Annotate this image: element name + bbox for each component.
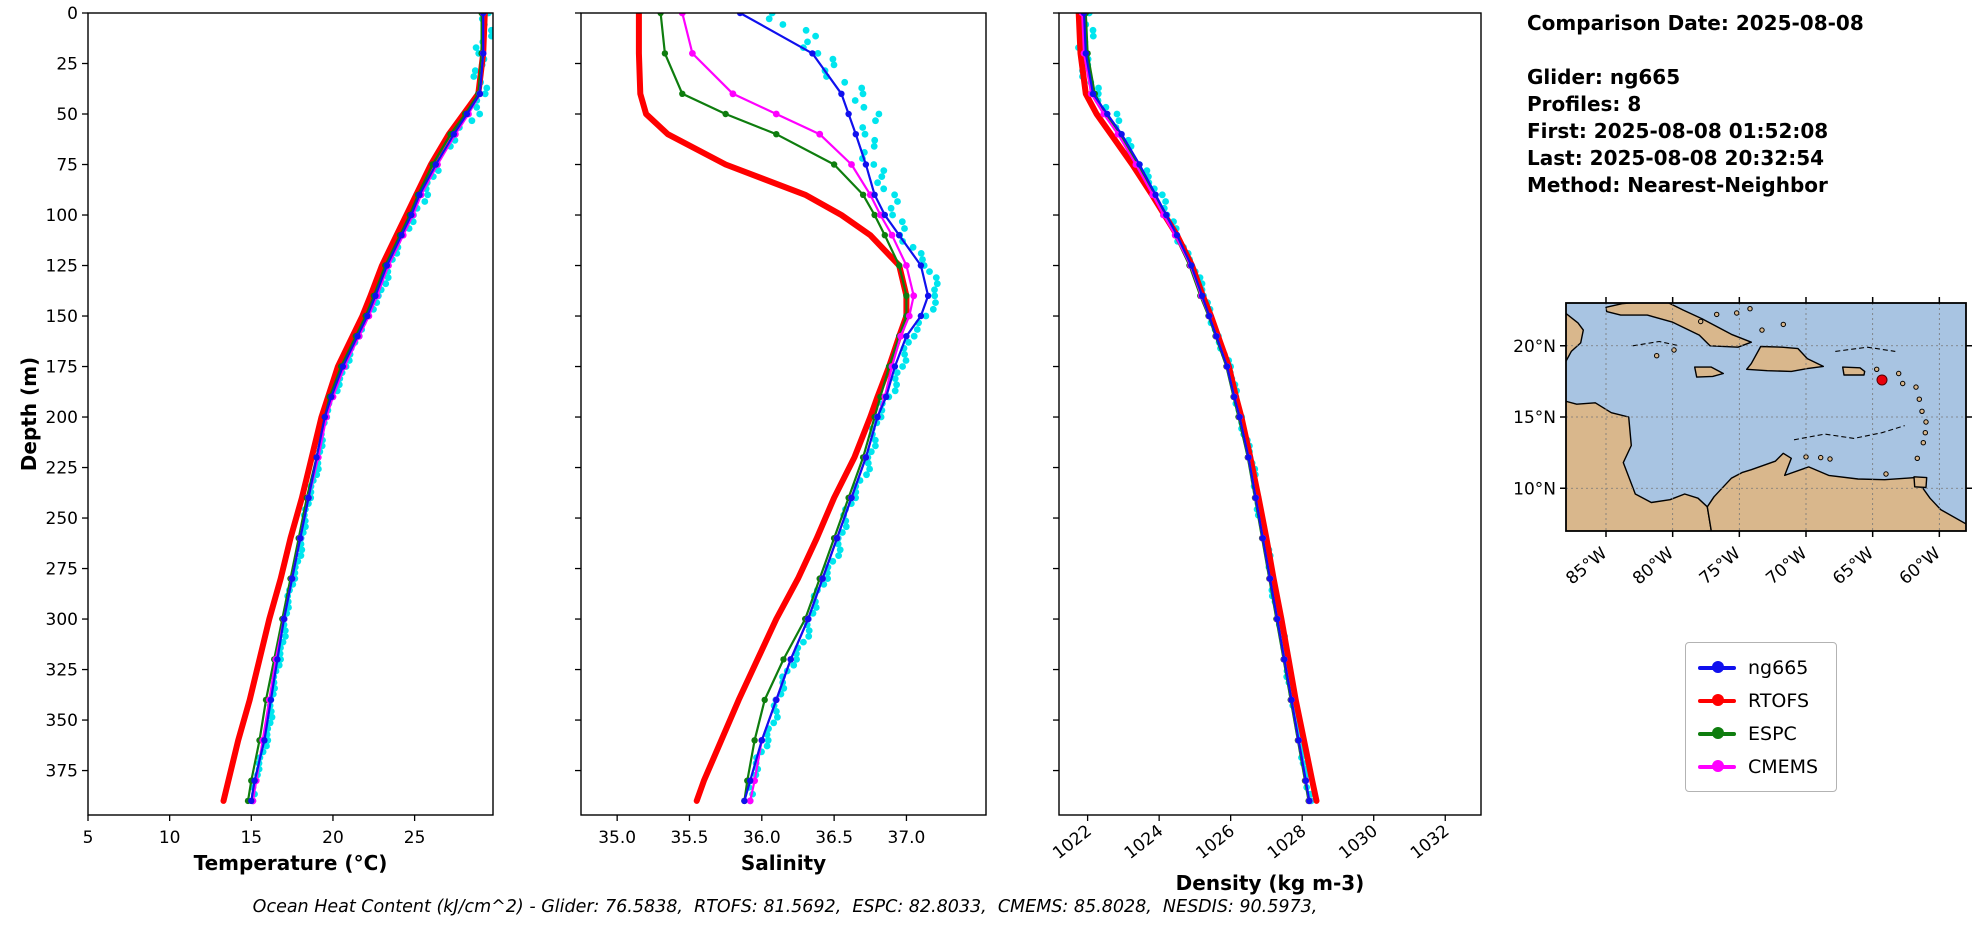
legend-marker-cmems: [1698, 760, 1736, 772]
svg-text:1022: 1022: [1049, 821, 1095, 863]
svg-text:20: 20: [322, 828, 344, 848]
info-panel: Comparison Date: 2025-08-08 Glider: ng66…: [1527, 10, 1864, 199]
svg-text:175: 175: [46, 358, 78, 378]
legend-marker-ng665: [1698, 661, 1736, 673]
legend-item-rtofs: RTOFS: [1698, 684, 1818, 717]
profiles-count: Profiles: 8: [1527, 92, 1642, 116]
svg-text:Temperature (°C): Temperature (°C): [194, 851, 388, 875]
svg-text:36.5: 36.5: [815, 828, 853, 848]
comparison-date: Comparison Date: 2025-08-08: [1527, 11, 1864, 35]
chart-legend: ng665 RTOFS ESPC CMEMS: [1685, 642, 1838, 792]
svg-text:225: 225: [46, 459, 78, 479]
svg-text:80°W: 80°W: [1629, 543, 1678, 589]
svg-text:1030: 1030: [1335, 821, 1381, 863]
svg-text:300: 300: [46, 610, 78, 630]
legend-label: ng665: [1748, 656, 1809, 679]
svg-text:85°W: 85°W: [1562, 543, 1611, 589]
svg-text:325: 325: [46, 661, 78, 681]
salinity-plot-svg: 35.0 35.5 36.0 36.5 37.0 Salinity: [575, 12, 987, 875]
svg-text:150: 150: [46, 307, 78, 327]
legend-item-ng665: ng665: [1698, 651, 1818, 684]
density-profile-chart: 1022 1024 1026 1028 1030 1032 Density (kg m-3): [1000, 0, 1488, 900]
legend-marker-rtofs: [1698, 694, 1736, 706]
svg-text:70°W: 70°W: [1762, 543, 1811, 589]
svg-text:125: 125: [46, 257, 78, 277]
temperature-profile-chart: 5 10 15 20 25 0 25 50 75 100 125 150 175 200 225 250 275…: [17, 0, 500, 900]
svg-text:75: 75: [56, 156, 78, 176]
svg-text:375: 375: [46, 762, 78, 782]
svg-text:250: 250: [46, 509, 78, 529]
ocean-heat-content-footer: Ocean Heat Content (kJ/cm^2) - Glider: 7…: [252, 897, 1318, 917]
svg-text:75°W: 75°W: [1696, 543, 1745, 589]
svg-text:10°N: 10°N: [1513, 479, 1556, 499]
last-profile-time: Last: 2025-08-08 20:32:54: [1527, 146, 1825, 170]
svg-text:100: 100: [46, 206, 78, 226]
glider-position-marker: [1876, 374, 1888, 386]
location-map: 20°N 15°N 10°N 85°W 80°W 75°W 70°W 65°W 60°W: [1500, 295, 1982, 595]
svg-text:35.5: 35.5: [671, 828, 709, 848]
svg-text:200: 200: [46, 408, 78, 428]
svg-text:10: 10: [159, 828, 181, 848]
glider-name: Glider: ng665: [1527, 65, 1681, 89]
map-svg: 20°N 15°N 10°N 85°W 80°W 75°W 70°W 65°W 60°W: [1513, 297, 1972, 589]
svg-text:Density (kg m-3): Density (kg m-3): [1176, 871, 1365, 895]
svg-text:25: 25: [404, 828, 426, 848]
svg-text:15: 15: [240, 828, 262, 848]
svg-text:65°W: 65°W: [1829, 543, 1878, 589]
svg-text:1032: 1032: [1407, 821, 1453, 863]
svg-text:0: 0: [67, 4, 78, 24]
spacer: [1527, 37, 1864, 64]
first-profile-time: First: 2025-08-08 01:52:08: [1527, 119, 1829, 143]
legend-label: CMEMS: [1748, 755, 1819, 778]
svg-text:20°N: 20°N: [1513, 337, 1556, 357]
legend-item-espc: ESPC: [1698, 717, 1818, 750]
svg-text:Salinity: Salinity: [741, 851, 826, 875]
svg-text:35.0: 35.0: [598, 828, 636, 848]
legend-label: RTOFS: [1748, 689, 1810, 712]
svg-text:36.0: 36.0: [743, 828, 781, 848]
svg-text:1024: 1024: [1121, 821, 1167, 863]
svg-text:60°W: 60°W: [1896, 543, 1945, 589]
svg-text:15°N: 15°N: [1513, 408, 1556, 428]
svg-text:37.0: 37.0: [888, 828, 926, 848]
comparison-method: Method: Nearest-Neighbor: [1527, 173, 1828, 197]
svg-text:Depth (m): Depth (m): [20, 357, 41, 471]
svg-text:1028: 1028: [1264, 821, 1310, 863]
salinity-profile-chart: 35.0 35.5 36.0 36.5 37.0 Salinity: [520, 0, 993, 900]
legend-label: ESPC: [1748, 722, 1797, 745]
legend-marker-espc: [1698, 727, 1736, 739]
svg-text:275: 275: [46, 560, 78, 580]
legend-item-cmems: CMEMS: [1698, 750, 1818, 783]
svg-text:5: 5: [83, 828, 94, 848]
svg-text:1026: 1026: [1192, 821, 1238, 863]
density-plot-svg: 1022 1024 1026 1028 1030 1032 Density (kg m-3): [1049, 12, 1482, 895]
svg-text:50: 50: [56, 105, 78, 125]
temperature-plot-svg: 5 10 15 20 250255075100125150175200225250275…: [17, 4, 494, 875]
svg-text:25: 25: [56, 55, 78, 75]
svg-text:350: 350: [46, 711, 78, 731]
